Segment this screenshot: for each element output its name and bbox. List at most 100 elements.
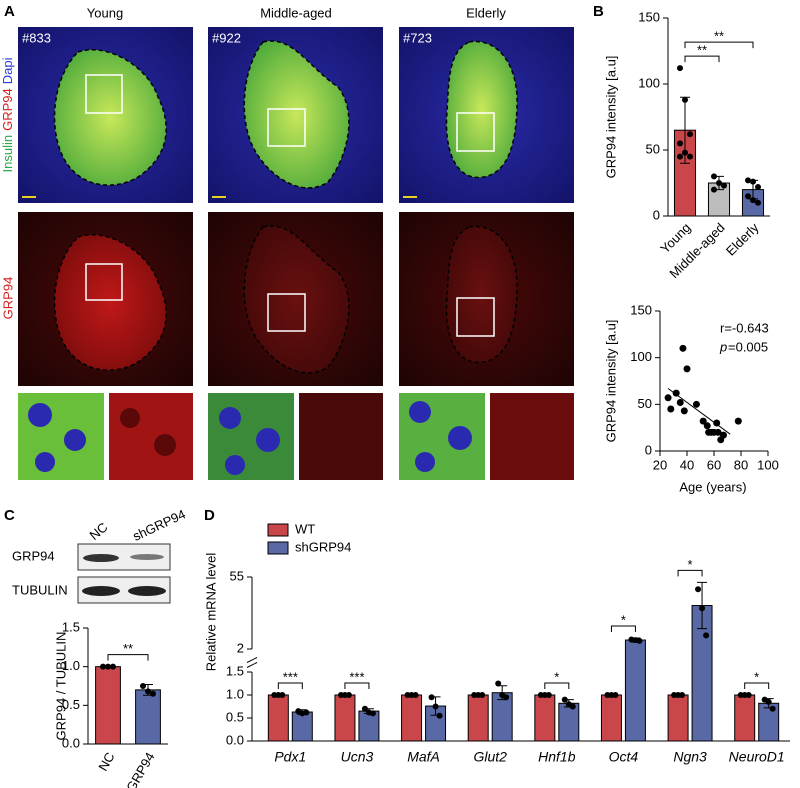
significance-bracket [677, 569, 703, 577]
data-point [721, 182, 727, 189]
stain-label: Dapi [0, 57, 15, 84]
blot-image [77, 543, 171, 604]
y-tick-label: 0.0 [62, 735, 80, 750]
row-label: GRP94 [0, 277, 15, 320]
significance-label: ** [123, 641, 133, 656]
panel-label: D [204, 507, 215, 524]
data-point [699, 417, 707, 425]
data-point [695, 586, 702, 593]
y-tick-label: 1.0 [226, 686, 244, 701]
bar [734, 694, 756, 742]
y-tick-label: 0 [653, 207, 660, 222]
merge-image: #833 [18, 27, 193, 203]
data-point [677, 153, 683, 160]
bar [558, 702, 580, 742]
y-tick-label: 100 [630, 349, 652, 364]
bar [534, 694, 556, 742]
data-point [545, 692, 552, 698]
y-tick-label: 1.5 [62, 619, 80, 634]
significance-label: * [554, 669, 559, 684]
grp94-image [399, 212, 574, 386]
bar [467, 694, 489, 742]
y-tick-label: 1.0 [62, 658, 80, 673]
y-tick-label: 150 [630, 302, 652, 317]
y-tick-label: 0.0 [226, 732, 244, 747]
data-point [503, 694, 510, 701]
x-tick-label: Elderly [723, 220, 762, 259]
data-point [711, 186, 717, 193]
x-tick-label: 60 [707, 457, 721, 472]
crop-grp94 [299, 393, 383, 480]
significance-bracket [277, 682, 303, 689]
y-axis-label: GRP94 intensity [a.u] [603, 320, 618, 443]
lane-label: shGRP94 [130, 506, 187, 543]
crop-merge [18, 393, 104, 480]
y-axis-label: Relative mRNA level [203, 553, 218, 672]
significance-label: * [754, 669, 759, 684]
panel-label: C [4, 507, 15, 524]
y-tick-label: 0.5 [226, 709, 244, 724]
data-point [279, 692, 286, 698]
column-title: Young [87, 5, 123, 20]
data-point [745, 177, 751, 184]
x-tick-label: MafA [407, 749, 440, 765]
band-label: GRP94 [12, 548, 55, 563]
data-point [636, 637, 643, 644]
data-point [664, 394, 672, 402]
stain-label: Insulin [0, 135, 15, 173]
data-point [561, 696, 568, 703]
annotation: r=-0.643 [720, 320, 769, 335]
data-point [713, 419, 721, 427]
annotation: p [719, 339, 727, 354]
significance-label: *** [283, 669, 298, 684]
x-tick-label: 80 [734, 457, 748, 472]
data-point [676, 398, 684, 406]
crop-grp94 [490, 393, 574, 480]
crop-merge [208, 393, 294, 480]
data-point [677, 65, 683, 72]
data-point [145, 688, 151, 695]
significance-label: * [621, 612, 626, 627]
x-axis-label: Age (years) [679, 479, 746, 494]
data-point [150, 690, 156, 697]
bar [334, 694, 356, 742]
significance-bracket [544, 682, 570, 689]
data-point [745, 193, 751, 200]
band-label: TUBULIN [12, 582, 68, 597]
stain-label: GRP94 [0, 88, 15, 131]
data-point [495, 680, 502, 687]
data-point [436, 712, 443, 719]
data-point [140, 683, 146, 689]
data-point [677, 140, 683, 147]
bar [401, 694, 423, 742]
y-tick-label: 1.5 [226, 663, 244, 678]
x-tick-label: 40 [680, 457, 694, 472]
data-point [769, 705, 776, 712]
merge-image: #723 [399, 27, 574, 203]
bar [624, 639, 646, 742]
data-point [412, 692, 419, 698]
data-point [680, 407, 688, 415]
x-tick-label: Hnf1b [538, 749, 576, 765]
significance-bracket [684, 55, 720, 63]
data-point [714, 428, 722, 436]
trend-line [667, 388, 731, 435]
crop-grp94 [109, 393, 193, 480]
x-tick-label: 100 [757, 457, 779, 472]
significance-label: * [688, 557, 693, 572]
image-column: #723 [399, 27, 574, 480]
lane-label: NC [86, 519, 110, 543]
significance-bracket [610, 625, 636, 632]
x-tick-label: 20 [653, 457, 667, 472]
image-column: #922 [208, 27, 383, 480]
legend-label: shGRP94 [295, 539, 351, 554]
data-point [479, 692, 486, 698]
merge-image: #922 [208, 27, 383, 203]
x-tick-label: Pdx1 [274, 749, 306, 765]
significance-label: ** [697, 43, 707, 58]
data-point [345, 692, 352, 698]
y-tick-label: 150 [638, 9, 660, 24]
data-point [667, 405, 675, 413]
grp94-image [208, 212, 383, 386]
data-point [755, 183, 761, 190]
